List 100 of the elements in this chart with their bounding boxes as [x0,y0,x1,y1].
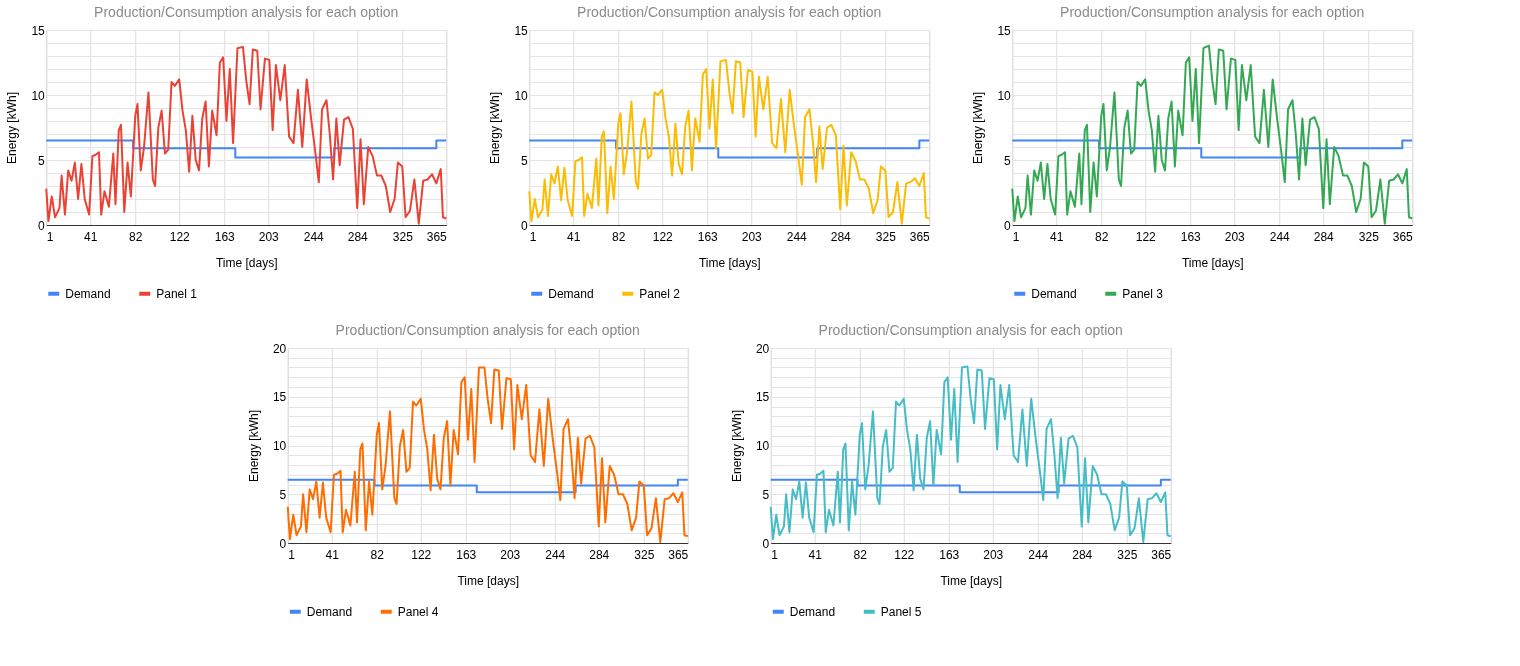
y-tick-label: 15 [514,23,529,38]
x-tick-label: 284 [589,547,610,562]
x-tick-label: 1 [288,547,296,562]
x-tick-label: 244 [545,547,566,562]
legend-label: Panel 5 [880,604,922,619]
x-tick-label: 244 [786,229,808,244]
x-tick-label: 284 [830,229,852,244]
chart-title: Production/Consumption analysis for each option [577,4,882,20]
legend-label: Panel 2 [639,286,681,301]
y-tick-label: 10 [997,88,1012,103]
x-tick-label: 122 [411,547,432,562]
y-tick-label: 15 [272,390,287,405]
x-tick-label: 82 [129,229,143,244]
x-tick-label: 365 [426,229,448,244]
x-tick-label: 325 [392,229,414,244]
y-tick-label: 10 [31,88,46,103]
legend-label: Demand [65,286,111,301]
x-tick-label: 203 [1224,229,1246,244]
x-tick-label: 365 [909,229,931,244]
x-axis-title: Time [days] [1181,255,1244,270]
x-tick-label: 82 [612,229,626,244]
legend-label: Demand [1031,286,1077,301]
y-axis-title: Energy [kWh] [971,91,986,165]
x-tick-label: 284 [1072,547,1093,562]
legend-label: Demand [789,604,836,619]
x-tick-label: 163 [697,229,719,244]
y-axis-title: Energy [kWh] [246,409,261,483]
x-tick-label: 82 [853,547,868,562]
chart-title: Production/Consumption analysis for each option [818,322,1123,338]
y-tick-label: 0 [762,536,770,551]
y-tick-label: 0 [1004,218,1012,233]
y-axis-title: Energy [kWh] [488,91,503,165]
y-tick-label: 5 [279,487,287,502]
y-tick-label: 15 [31,23,46,38]
x-tick-label: 203 [741,229,763,244]
x-axis-title: Time [days] [698,255,761,270]
x-tick-label: 163 [939,547,960,562]
x-axis-title: Time [days] [457,573,520,588]
x-axis-title: Time [days] [215,255,278,270]
x-tick-label: 82 [1095,229,1109,244]
x-tick-label: 1 [529,229,537,244]
line-series [528,58,931,225]
line-series [1011,44,1414,225]
x-tick-label: 244 [303,229,325,244]
y-tick-label: 0 [521,218,529,233]
x-tick-label: 41 [567,229,581,244]
x-tick-label: 1 [1012,229,1020,244]
chart-title: Production/Consumption analysis for each option [94,4,399,20]
x-tick-label: 325 [1117,547,1138,562]
x-tick-label: 244 [1269,229,1291,244]
x-tick-label: 163 [456,547,477,562]
x-tick-label: 365 [1392,229,1414,244]
y-tick-label: 5 [521,153,529,168]
x-tick-label: 163 [214,229,236,244]
x-tick-label: 325 [1358,229,1380,244]
line-series [769,365,1172,544]
y-tick-label: 0 [38,218,46,233]
line-series [286,366,689,544]
y-tick-label: 15 [755,390,770,405]
y-tick-label: 10 [272,439,287,453]
legend-label: Panel 3 [1122,286,1164,301]
legend-label: Demand [548,286,594,301]
x-tick-label: 41 [1050,229,1064,244]
x-tick-label: 203 [500,547,521,562]
x-tick-label: 325 [634,547,655,562]
x-tick-label: 122 [1135,229,1157,244]
y-tick-label: 20 [272,341,287,356]
x-tick-label: 284 [347,229,369,244]
legend-label: Panel 4 [397,604,439,619]
x-tick-label: 122 [894,547,915,562]
y-tick-label: 20 [755,341,770,356]
x-tick-label: 365 [1151,547,1172,562]
y-tick-label: 5 [762,487,770,502]
x-tick-label: 122 [652,229,674,244]
y-axis-title: Energy [kWh] [5,91,20,165]
x-tick-label: 203 [983,547,1004,562]
x-tick-label: 1 [771,547,779,562]
y-tick-label: 10 [755,439,770,453]
y-axis-title: Energy [kWh] [729,409,744,483]
x-tick-label: 41 [325,547,340,562]
y-tick-label: 5 [38,153,46,168]
x-tick-label: 41 [84,229,98,244]
x-tick-label: 244 [1028,547,1049,562]
line-series [45,45,448,225]
x-axis-title: Time [days] [940,573,1003,588]
legend-label: Panel 1 [156,286,198,301]
y-tick-label: 15 [997,23,1012,38]
y-tick-label: 0 [279,536,287,551]
x-tick-label: 1 [46,229,54,244]
x-tick-label: 82 [370,547,385,562]
x-tick-label: 365 [668,547,689,562]
x-tick-label: 203 [258,229,280,244]
chart-title: Production/Consumption analysis for each option [335,322,640,338]
y-tick-label: 5 [1004,153,1012,168]
x-tick-label: 284 [1313,229,1335,244]
x-tick-label: 163 [1180,229,1202,244]
x-tick-label: 122 [169,229,191,244]
x-tick-label: 41 [808,547,823,562]
legend-label: Demand [306,604,353,619]
x-tick-label: 325 [875,229,897,244]
